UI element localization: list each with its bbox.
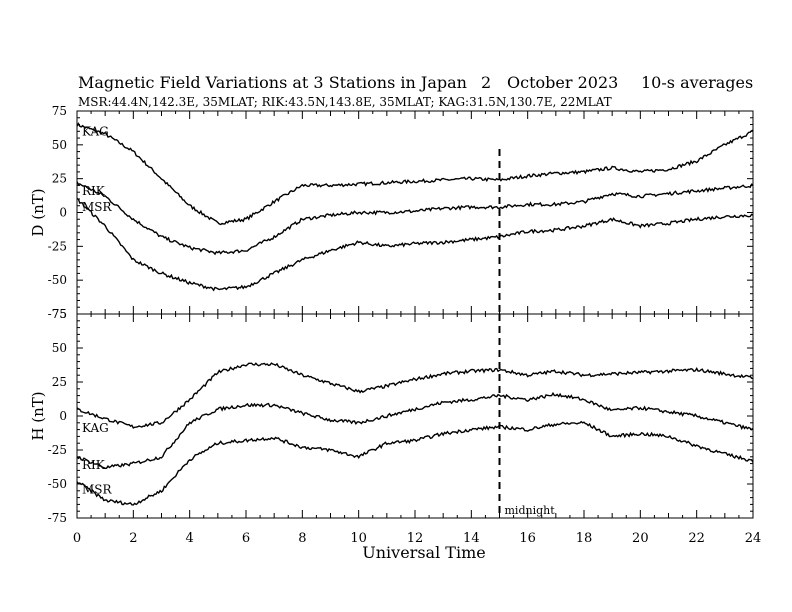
x-tick-label: 20 — [632, 531, 649, 546]
series-label-rik: RIK — [82, 458, 106, 472]
y-tick-label: 75 — [52, 307, 67, 321]
series-line-rik — [76, 181, 754, 256]
y-tick-label: 50 — [52, 341, 67, 355]
y-tick-label: -25 — [48, 443, 67, 457]
plot-frame — [76, 313, 754, 519]
y-tick-label: 25 — [52, 172, 67, 186]
y-tick-label: 50 — [52, 138, 67, 152]
y-tick-label: -25 — [48, 239, 67, 253]
x-tick-label: 14 — [463, 531, 480, 546]
y-axis-label: D (nT) — [29, 188, 47, 236]
series-line-msr — [76, 420, 754, 506]
x-tick-label: 6 — [242, 531, 250, 546]
x-tick-label: 4 — [186, 531, 194, 546]
series-label-kag: KAG — [82, 124, 109, 138]
y-tick-label: 0 — [59, 409, 67, 423]
y-tick-label: 0 — [59, 206, 67, 220]
y-axis-label: H (nT) — [29, 391, 47, 440]
y-tick-label: -50 — [48, 477, 67, 491]
x-tick-label: 2 — [129, 531, 137, 546]
y-tick-label: 75 — [52, 104, 67, 118]
x-tick-label: 22 — [688, 531, 705, 546]
stations-info: MSR:44.4N,142.3E, 35MLAT; RIK:43.5N,143.… — [78, 95, 612, 109]
x-tick-label: 24 — [745, 531, 762, 546]
series-line-kag — [76, 122, 754, 226]
chart-day: 2 — [481, 73, 491, 92]
x-axis-title: Universal Time — [362, 543, 485, 562]
series-line-kag — [76, 362, 754, 429]
midnight-label: midnight — [505, 504, 556, 517]
chart-date: October 2023 — [507, 73, 618, 92]
y-tick-label: -75 — [48, 511, 67, 525]
series-line-msr — [76, 197, 754, 292]
declination-panel: -75 -50 -25 0 25 50 75 D (nT) KAG RIK MSR — [29, 104, 754, 321]
chart-title: Magnetic Field Variations at 3 Stations … — [78, 73, 467, 92]
series-label-msr: MSR — [82, 200, 113, 214]
averaging-note: 10-s averages — [641, 73, 753, 92]
x-tick-label: 0 — [73, 531, 81, 546]
x-tick-label: 8 — [298, 531, 306, 546]
x-tick-label: 18 — [576, 531, 593, 546]
series-line-rik — [76, 391, 754, 470]
x-tick-label: 16 — [519, 531, 536, 546]
x-tick-label: 12 — [407, 531, 424, 546]
plot-frame — [76, 110, 754, 315]
x-tick-label: 10 — [350, 531, 367, 546]
series-label-rik: RIK — [82, 184, 106, 198]
y-tick-label: -50 — [48, 273, 67, 287]
series-label-kag: KAG — [82, 421, 109, 435]
series-label-msr: MSR — [82, 482, 113, 496]
y-tick-label: -75 — [48, 307, 67, 321]
y-tick-label: 25 — [52, 375, 67, 389]
